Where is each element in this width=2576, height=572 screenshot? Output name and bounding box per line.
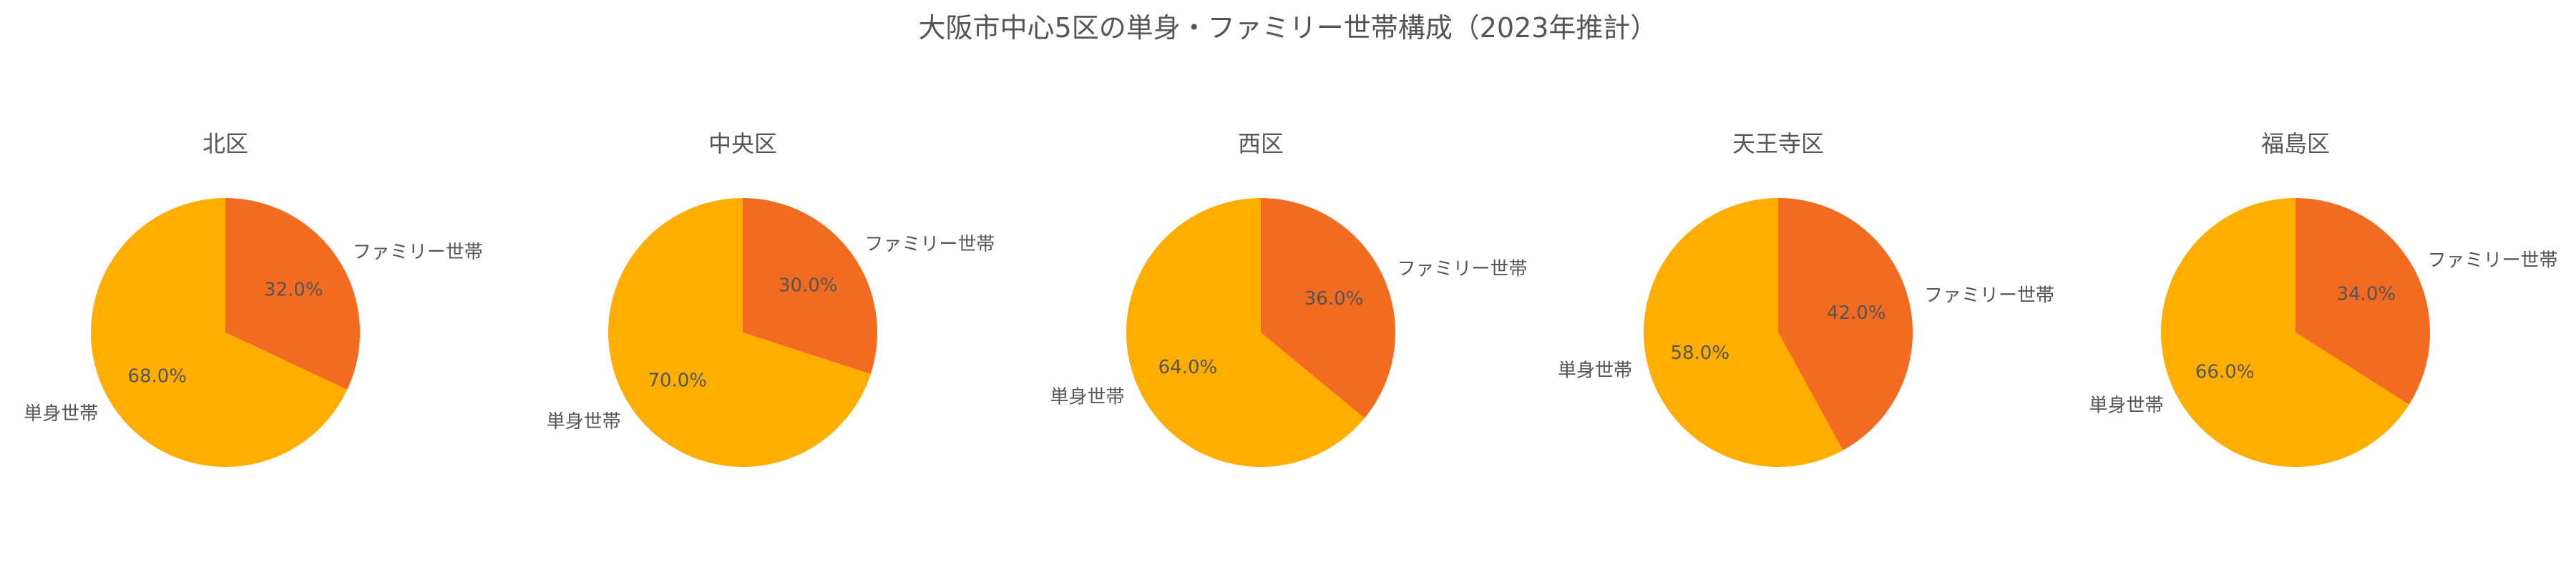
slice-category-label: ファミリー世帯 (2428, 250, 2558, 272)
pie-3: 西区 36.0% ファミリー世帯 64.0% 単身世帯 (1050, 130, 1528, 467)
chart-title: 大阪市中心5区の単身・ファミリー世帯構成（2023年推計） (918, 12, 1658, 44)
slice-percent-label: 58.0% (1670, 342, 1729, 364)
slice-percent-label: 36.0% (1304, 288, 1364, 310)
slice-category-label: 単身世帯 (547, 411, 621, 433)
pie-slice-family (1261, 198, 1395, 418)
slice-percent-label: 66.0% (2195, 361, 2255, 383)
pie-1: 北区 32.0% ファミリー世帯 68.0% 単身世帯 (24, 130, 483, 467)
slice-percent-label: 70.0% (648, 370, 707, 391)
slice-percent-label: 68.0% (127, 365, 187, 387)
pie-title: 西区 (1238, 130, 1284, 157)
pie-slice-family (225, 198, 360, 390)
slice-percent-label: 32.0% (264, 280, 323, 301)
pie-5: 福島区 34.0% ファミリー世帯 66.0% 単身世帯 (2089, 130, 2558, 468)
pie-slice-single (90, 198, 348, 467)
pie-slice-family (743, 198, 877, 375)
slice-category-label: ファミリー世帯 (1924, 285, 2054, 307)
pie-title: 天王寺区 (1732, 130, 1824, 157)
slice-percent-label: 64.0% (1158, 357, 1218, 378)
pie-2: 中央区 30.0% ファミリー世帯 70.0% 単身世帯 (547, 130, 995, 467)
slice-category-label: 単身世帯 (1050, 387, 1124, 408)
slice-category-label: ファミリー世帯 (864, 234, 995, 255)
pie-title: 福島区 (2261, 130, 2330, 157)
slice-category-label: 単身世帯 (1558, 360, 1632, 381)
slice-category-label: 単身世帯 (24, 403, 98, 425)
slice-percent-label: 30.0% (779, 275, 838, 297)
pie-title: 中央区 (708, 130, 777, 157)
pie-slice-single (1643, 198, 1843, 467)
pie-slice-single (2160, 198, 2409, 468)
pie-title: 北区 (203, 130, 248, 157)
pie-slice-family (2296, 198, 2430, 405)
pie-slice-single (1126, 197, 1365, 467)
pie-4: 天王寺区 42.0% ファミリー世帯 58.0% 単身世帯 (1558, 130, 2054, 467)
slice-percent-label: 42.0% (1827, 302, 1886, 324)
pie-slice-family (1778, 198, 1913, 450)
slice-percent-label: 34.0% (2337, 284, 2396, 305)
slice-category-label: ファミリー世帯 (353, 242, 483, 263)
slice-category-label: 単身世帯 (2089, 395, 2163, 416)
pie-slice-single (608, 198, 871, 467)
slice-category-label: ファミリー世帯 (1397, 258, 1528, 280)
